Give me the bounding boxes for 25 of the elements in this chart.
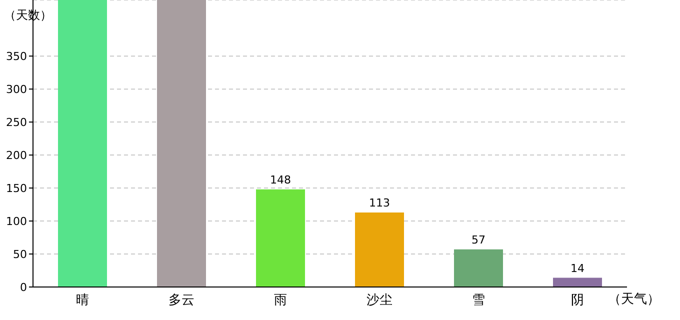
data-label: 113 [369, 196, 390, 210]
y-tick-label: 250 [6, 116, 27, 129]
data-label: 148 [270, 173, 291, 186]
x-tick-label: 沙尘 [366, 293, 392, 308]
bar [553, 278, 602, 287]
x-tick-label: 晴 [76, 293, 89, 308]
x-tick-label: 阴 [571, 293, 584, 308]
y-tick-label: 150 [6, 182, 27, 195]
x-tick-label: 多云 [168, 293, 194, 308]
bar [355, 212, 404, 287]
x-tick-label: 雪 [472, 293, 485, 308]
y-tick-label: 200 [6, 148, 27, 162]
bar [454, 249, 503, 287]
x-tick-label: 雨 [274, 293, 287, 308]
data-label: 57 [472, 233, 486, 246]
y-tick-label: 50 [13, 248, 27, 261]
y-tick-label: 350 [6, 50, 27, 63]
data-label: 14 [570, 262, 584, 275]
x-axis-title: （天气） [608, 292, 660, 307]
y-tick-label: 100 [6, 214, 27, 228]
y-tick-label: 300 [6, 82, 27, 96]
bar [256, 189, 305, 287]
y-tick-label: 0 [20, 280, 27, 294]
bar [157, 0, 206, 287]
bar [58, 0, 107, 287]
